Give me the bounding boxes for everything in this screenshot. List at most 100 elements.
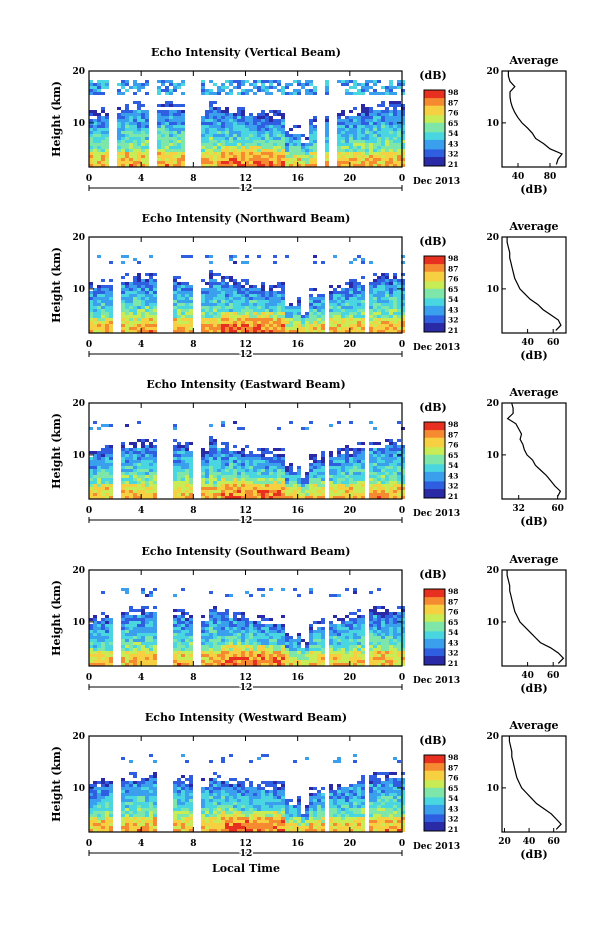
heatmap-cell — [101, 630, 105, 633]
heatmap-cell — [333, 496, 337, 499]
heatmap-cell — [201, 89, 205, 92]
heatmap-cell — [345, 478, 349, 481]
heatmap-cell — [209, 463, 213, 466]
heatmap-cell — [133, 291, 137, 294]
heatmap-cell — [353, 83, 357, 86]
heatmap-cell — [169, 155, 173, 158]
average-profile-line — [506, 402, 562, 497]
heatmap-cell — [173, 285, 177, 288]
heatmap-cell — [333, 487, 337, 490]
heatmap-cell — [213, 119, 217, 122]
heatmap-cell — [237, 324, 241, 327]
heatmap-cell — [369, 291, 373, 294]
heatmap-cell — [257, 119, 261, 122]
heatmap-cell — [249, 472, 253, 475]
heatmap-cell — [389, 300, 393, 303]
heatmap-cell — [129, 475, 133, 478]
heatmap-cell — [249, 496, 253, 499]
heatmap-cell — [137, 101, 141, 104]
heatmap-cell — [149, 660, 153, 663]
heatmap-cell — [245, 445, 249, 448]
heatmap-cell — [285, 466, 289, 469]
heatmap-cell — [257, 615, 261, 618]
heatmap-cell — [229, 457, 233, 460]
heatmap-cell — [373, 475, 377, 478]
heatmap-cell — [377, 493, 381, 496]
heatmap-cell — [121, 306, 125, 309]
heatmap-cell — [337, 327, 341, 330]
heatmap-cell — [373, 134, 377, 137]
heatmap-cell — [121, 110, 125, 113]
heatmap-cell — [217, 89, 221, 92]
heatmap-cell — [93, 457, 97, 460]
heatmap-cell — [245, 636, 249, 639]
heatmap-cell — [289, 92, 293, 95]
heatmap-cell — [253, 300, 257, 303]
colorbar-tick-label: 76 — [448, 109, 458, 118]
heatmap-cell — [101, 137, 105, 140]
heatmap-cell — [173, 315, 177, 318]
heatmap-cell — [341, 309, 345, 312]
heatmap-cell — [125, 454, 129, 457]
heatmap-cell — [225, 457, 229, 460]
heatmap-cell — [381, 321, 385, 324]
heatmap-cell — [97, 122, 101, 125]
heatmap-cell — [293, 143, 297, 146]
heatmap-cell — [277, 143, 281, 146]
heatmap-cell — [273, 113, 277, 116]
heatmap-cell — [137, 149, 141, 152]
heatmap-cell — [257, 149, 261, 152]
heatmap-cell — [261, 657, 265, 660]
heatmap-cell — [285, 496, 289, 499]
heatmap-cell — [329, 321, 333, 324]
heatmap-cell — [285, 149, 289, 152]
heatmap-cell — [333, 460, 337, 463]
heatmap-cell — [277, 119, 281, 122]
heatmap-cell — [361, 128, 365, 131]
heatmap-cell — [105, 445, 109, 448]
heatmap-cell — [121, 663, 125, 666]
heatmap-cell — [205, 288, 209, 291]
heatmap-cell — [121, 487, 125, 490]
heatmap-cell — [389, 116, 393, 119]
heatmap-cell — [121, 651, 125, 654]
heatmap-cell — [101, 472, 105, 475]
panel-title: Echo Intensity (Southward Beam) — [142, 545, 351, 558]
heatmap-cell — [369, 493, 373, 496]
heatmap-cell — [237, 143, 241, 146]
heatmap-cell — [121, 309, 125, 312]
heatmap-cell — [181, 451, 185, 454]
heatmap-cell — [89, 427, 93, 430]
heatmap-cell — [185, 327, 189, 330]
heatmap-cell — [401, 161, 405, 164]
heatmap-cell — [341, 149, 345, 152]
heatmap-cell — [253, 318, 257, 321]
heatmap-cell — [329, 457, 333, 460]
heatmap-cell — [141, 448, 145, 451]
heatmap-cell — [121, 282, 125, 285]
heatmap-cell — [269, 291, 273, 294]
heatmap-cell — [261, 481, 265, 484]
heatmap-cell — [245, 89, 249, 92]
heatmap-cell — [297, 137, 301, 140]
heatmap-cell — [349, 484, 353, 487]
heatmap-cell — [125, 158, 129, 161]
heatmap-cell — [277, 122, 281, 125]
heatmap-cell — [325, 161, 329, 164]
heatmap-cell — [137, 481, 141, 484]
heatmap-cell — [109, 261, 113, 264]
heatmap-cell — [209, 303, 213, 306]
heatmap-cell — [189, 633, 193, 636]
heatmap-cell — [145, 291, 149, 294]
heatmap-cell — [97, 478, 101, 481]
heatmap-cell — [141, 324, 145, 327]
heatmap-cell — [257, 651, 261, 654]
colorbar-segment — [424, 463, 445, 467]
heatmap-cell — [129, 158, 133, 161]
heatmap-cell — [97, 113, 101, 116]
heatmap-cell — [213, 273, 217, 276]
heatmap-cell — [337, 484, 341, 487]
heatmap-cell — [369, 107, 373, 110]
heatmap-cell — [273, 636, 277, 639]
heatmap-cell — [289, 315, 293, 318]
